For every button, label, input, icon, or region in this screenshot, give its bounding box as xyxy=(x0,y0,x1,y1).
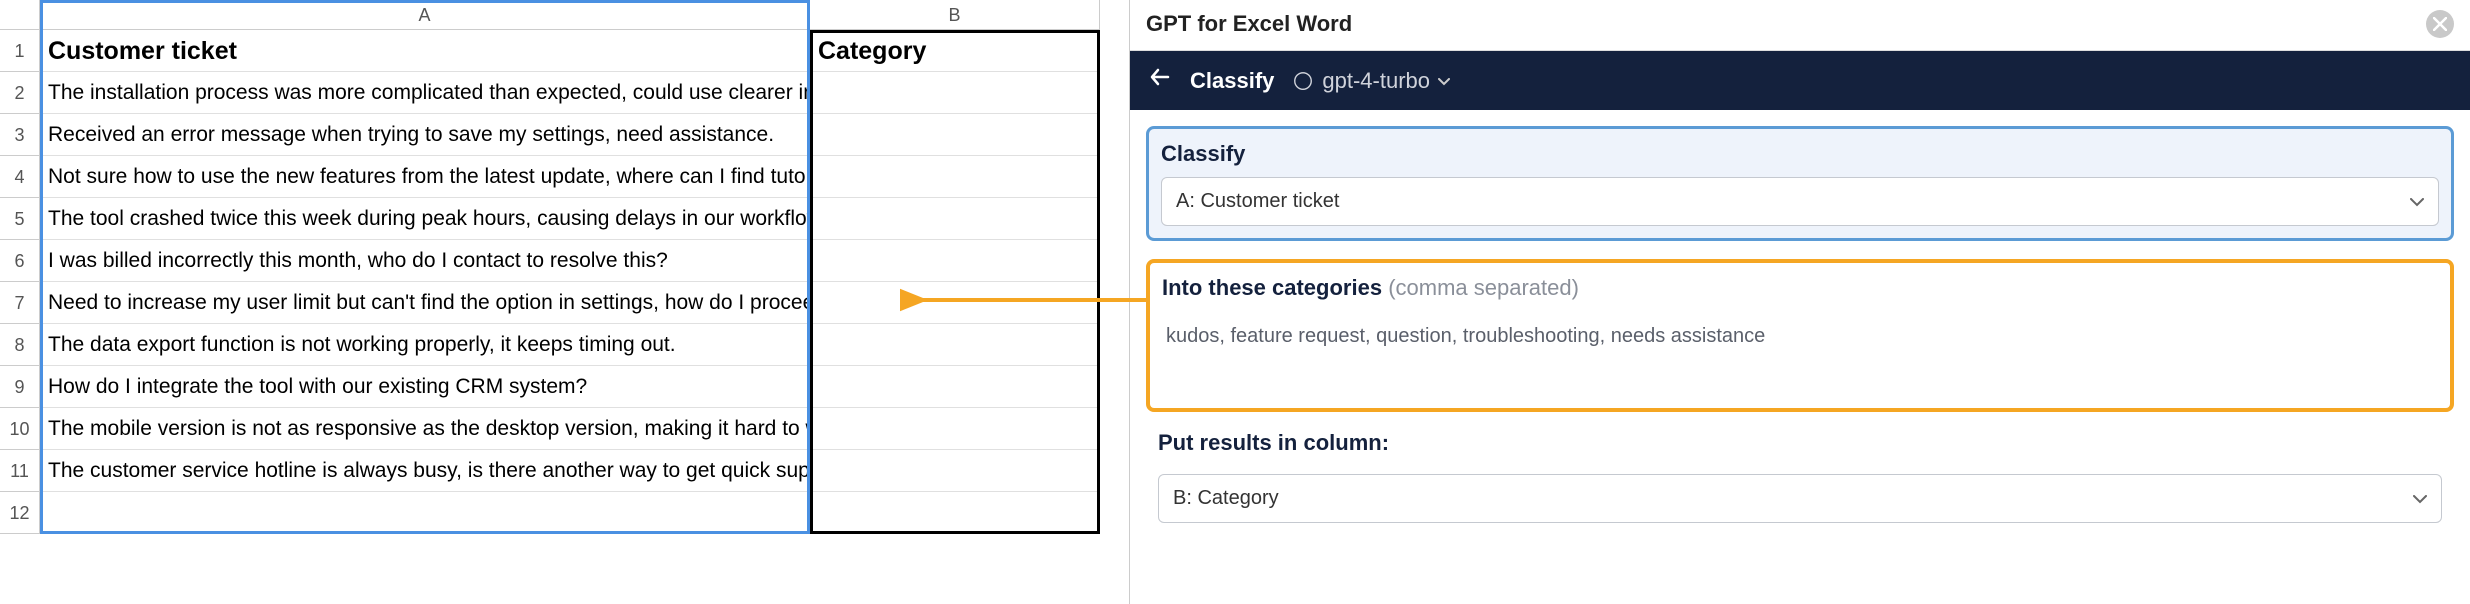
cell-b7[interactable] xyxy=(810,282,1100,324)
cell-b4[interactable] xyxy=(810,156,1100,198)
close-button[interactable] xyxy=(2426,10,2454,38)
spreadsheet-area: A B 1 Customer ticket Category 2 The ins… xyxy=(0,0,1130,604)
classify-field-group: Classify A: Customer ticket xyxy=(1146,126,2454,241)
cell-a3[interactable]: Received an error message when trying to… xyxy=(40,114,810,156)
classify-select[interactable]: A: Customer ticket xyxy=(1161,177,2439,226)
cell-b2[interactable] xyxy=(810,72,1100,114)
cell-b5[interactable] xyxy=(810,198,1100,240)
results-select[interactable]: B: Category xyxy=(1158,474,2442,523)
row-header[interactable]: 12 xyxy=(0,492,40,534)
cell-a1[interactable]: Customer ticket xyxy=(40,30,810,72)
row-header[interactable]: 3 xyxy=(0,114,40,156)
cell-a11[interactable]: The customer service hotline is always b… xyxy=(40,450,810,492)
cell-b11[interactable] xyxy=(810,450,1100,492)
openai-icon xyxy=(1292,70,1314,92)
results-label: Put results in column: xyxy=(1146,430,2454,456)
panel-titlebar: GPT for Excel Word xyxy=(1130,0,2470,51)
row-header[interactable]: 9 xyxy=(0,366,40,408)
classify-label: Classify xyxy=(1161,141,2439,167)
cell-b3[interactable] xyxy=(810,114,1100,156)
categories-input[interactable] xyxy=(1162,311,2438,391)
cell-a9[interactable]: How do I integrate the tool with our exi… xyxy=(40,366,810,408)
side-panel: GPT for Excel Word Classify gpt-4-turbo … xyxy=(1130,0,2470,604)
row-header[interactable]: 6 xyxy=(0,240,40,282)
chevron-down-icon xyxy=(1438,73,1450,89)
row-header[interactable]: 1 xyxy=(0,30,40,72)
cell-a2[interactable]: The installation process was more compli… xyxy=(40,72,810,114)
model-name: gpt-4-turbo xyxy=(1322,68,1430,94)
cell-b8[interactable] xyxy=(810,324,1100,366)
cell-b12[interactable] xyxy=(810,492,1100,534)
row-header[interactable]: 5 xyxy=(0,198,40,240)
cell-b10[interactable] xyxy=(810,408,1100,450)
back-button[interactable] xyxy=(1148,65,1172,96)
row-header[interactable]: 7 xyxy=(0,282,40,324)
row-header[interactable]: 4 xyxy=(0,156,40,198)
arrow-left-icon xyxy=(1148,65,1172,89)
panel-navbar: Classify gpt-4-turbo xyxy=(1130,51,2470,110)
row-header[interactable]: 10 xyxy=(0,408,40,450)
row-header[interactable]: 2 xyxy=(0,72,40,114)
cell-b6[interactable] xyxy=(810,240,1100,282)
form-area: Classify A: Customer ticket Into these c… xyxy=(1130,110,2470,539)
chevron-down-icon xyxy=(2413,487,2427,510)
categories-field-group: Into these categories (comma separated) xyxy=(1146,259,2454,412)
categories-label: Into these categories (comma separated) xyxy=(1162,275,2438,301)
cell-a4[interactable]: Not sure how to use the new features fro… xyxy=(40,156,810,198)
cell-a10[interactable]: The mobile version is not as responsive … xyxy=(40,408,810,450)
cell-a6[interactable]: I was billed incorrectly this month, who… xyxy=(40,240,810,282)
cell-a7[interactable]: Need to increase my user limit but can't… xyxy=(40,282,810,324)
classify-value: A: Customer ticket xyxy=(1176,190,1339,213)
close-icon xyxy=(2433,17,2447,31)
col-header-b[interactable]: B xyxy=(810,0,1100,30)
cell-a8[interactable]: The data export function is not working … xyxy=(40,324,810,366)
results-value: B: Category xyxy=(1173,487,1279,510)
col-header-a[interactable]: A xyxy=(40,0,810,30)
chevron-down-icon xyxy=(2410,190,2424,213)
cell-a12[interactable] xyxy=(40,492,810,534)
nav-title: Classify xyxy=(1190,68,1274,94)
cell-b1[interactable]: Category xyxy=(810,30,1100,72)
cell-a5[interactable]: The tool crashed twice this week during … xyxy=(40,198,810,240)
categories-label-text: Into these categories xyxy=(1162,275,1382,300)
grid-corner[interactable] xyxy=(0,0,40,30)
row-header[interactable]: 11 xyxy=(0,450,40,492)
model-selector[interactable]: gpt-4-turbo xyxy=(1292,68,1450,94)
cell-b9[interactable] xyxy=(810,366,1100,408)
row-header[interactable]: 8 xyxy=(0,324,40,366)
grid: A B 1 Customer ticket Category 2 The ins… xyxy=(0,0,1129,534)
categories-hint: (comma separated) xyxy=(1388,275,1579,300)
panel-title: GPT for Excel Word xyxy=(1146,11,1352,37)
